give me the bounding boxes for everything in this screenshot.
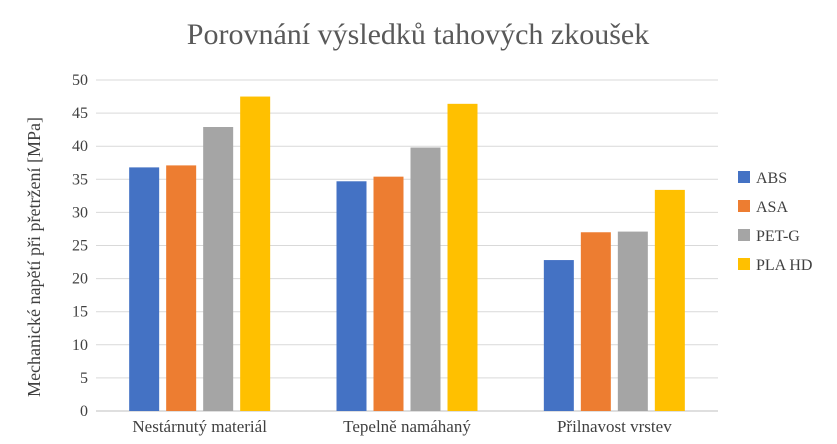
legend-label: ABS <box>756 170 787 187</box>
legend-swatch <box>738 229 750 241</box>
y-axis-label: Mechanické napětí při přetržení [MPa] <box>24 117 44 397</box>
category-label: Nestárnutý materiál <box>132 417 267 436</box>
category-label: Přilnavost vrstev <box>557 417 672 436</box>
bar-abs <box>543 260 574 411</box>
y-tick-label: 10 <box>72 337 88 354</box>
bars <box>129 96 685 412</box>
legend: ABS ASA PET-G PLA HD <box>738 170 812 274</box>
legend-swatch <box>738 171 750 183</box>
bar-asa <box>373 176 404 411</box>
legend-swatch <box>738 200 750 212</box>
bar-pet-g <box>617 231 648 411</box>
legend-label: PLA HD <box>756 257 812 274</box>
y-tick-label: 5 <box>80 370 88 387</box>
bar-pla-hd <box>447 103 478 411</box>
bar-abs <box>336 181 367 411</box>
y-tick-label: 25 <box>72 238 88 255</box>
y-tick-label: 50 <box>72 72 88 89</box>
category-labels: Nestárnutý materiál Tepelně namáhaný Přiln… <box>132 417 672 436</box>
legend-label: ASA <box>756 199 788 216</box>
bar-abs <box>129 167 160 411</box>
bar-pla-hd <box>654 189 685 411</box>
legend-label: PET-G <box>756 228 800 245</box>
y-tick-label: 40 <box>72 138 88 155</box>
gridlines <box>96 79 718 412</box>
bar-asa <box>166 165 197 411</box>
bar-pla-hd <box>240 96 271 412</box>
legend-swatch <box>738 258 750 270</box>
y-tick-label: 35 <box>72 171 88 188</box>
bar-asa <box>580 232 611 411</box>
y-tick-labels: 0 5 10 15 20 25 30 35 40 45 50 <box>72 72 88 420</box>
y-tick-label: 0 <box>80 403 88 420</box>
bar-pet-g <box>410 147 441 412</box>
y-tick-label: 20 <box>72 271 88 288</box>
y-tick-label: 45 <box>72 105 88 122</box>
category-label: Tepelně namáhaný <box>343 417 471 436</box>
bar-pet-g <box>203 127 234 411</box>
chart-title: Porovnání výsledků tahových zkoušek <box>187 18 649 51</box>
y-tick-label: 30 <box>72 204 88 221</box>
y-tick-label: 15 <box>72 304 88 321</box>
